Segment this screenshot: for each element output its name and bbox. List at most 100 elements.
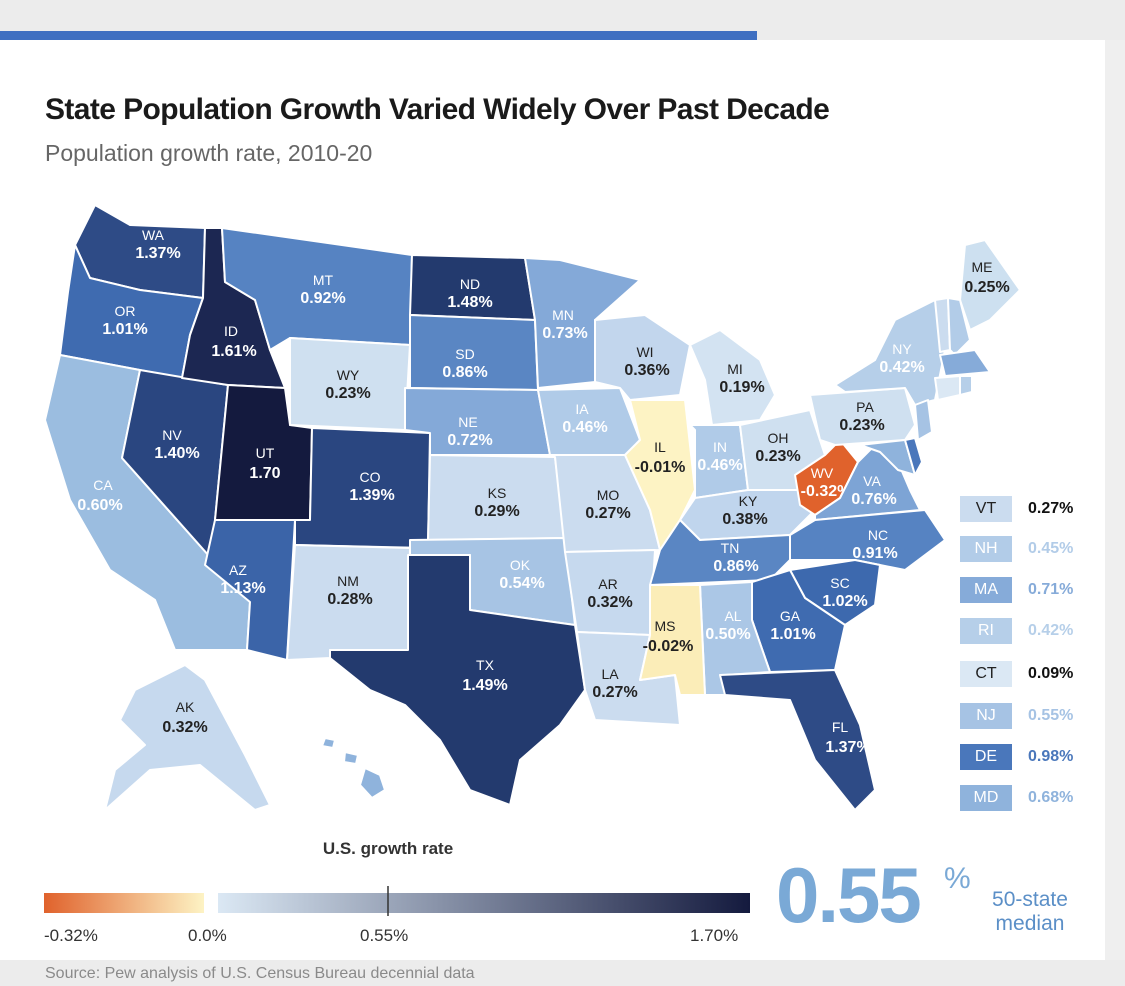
state-label-ga: GA <box>780 608 801 624</box>
state-value-tn: 0.86% <box>713 558 758 575</box>
chart-subtitle: Population growth rate, 2010-20 <box>45 140 373 166</box>
ne-legend-row-vt: VT 0.27% <box>960 496 1100 522</box>
state-ca: CA 0.60% <box>44 354 251 651</box>
state-label-nv: NV <box>162 427 182 443</box>
state-in: IN 0.46% <box>689 424 749 499</box>
legend-us-rate-label: 0.55% <box>360 926 409 945</box>
legend-zero-label: 0.0% <box>188 926 227 945</box>
state-label-ak: AK <box>176 699 195 715</box>
legend-us-growth-title: U.S. growth rate <box>322 839 454 858</box>
state-label-tx: TX <box>476 657 495 673</box>
state-value-la: 0.27% <box>592 684 637 701</box>
state-nh <box>947 297 971 356</box>
ne-legend-row-ri: RI 0.42% <box>960 618 1100 644</box>
state-label-wv: WV <box>811 465 834 481</box>
state-label-pa: PA <box>856 399 874 415</box>
state-label-sc: SC <box>830 575 849 591</box>
state-mo: MO 0.27% <box>549 454 661 553</box>
state-ky: KY 0.38% <box>679 489 816 541</box>
state-de <box>904 437 923 476</box>
state-value-wi: 0.36% <box>624 362 669 379</box>
state-label-mn: MN <box>552 307 574 323</box>
state-nj <box>914 399 933 441</box>
state-al: AL 0.50% <box>699 581 771 696</box>
state-ar: AR 0.32% <box>564 549 656 636</box>
state-tn: TN 0.86% <box>649 519 791 586</box>
state-value-or: 1.01% <box>102 321 147 338</box>
state-label-ny: NY <box>892 341 912 357</box>
state-wi: WI 0.36% <box>594 314 691 401</box>
state-nc: NC 0.91% <box>789 509 946 571</box>
state-value-va: 0.76% <box>851 491 896 508</box>
state-hi: HI 0.68% <box>317 737 386 799</box>
state-value-fl: 1.37% <box>825 739 870 756</box>
ne-value: 0.68% <box>1028 789 1074 806</box>
ne-value: 0.55% <box>1028 707 1074 724</box>
state-ny: NY 0.42% <box>834 299 946 406</box>
state-co: CO 1.39% <box>294 427 431 549</box>
ne-value: 0.09% <box>1028 665 1074 682</box>
state-mn: MN 0.73% <box>524 257 641 389</box>
state-value-hi: 0.68% <box>317 782 362 799</box>
state-value-oh: 0.23% <box>755 448 800 465</box>
ne-value: 0.98% <box>1028 748 1074 765</box>
legend-positive-bar <box>218 893 750 913</box>
state-mt: MT 0.92% <box>221 227 413 351</box>
state-value-tx: 1.49% <box>462 677 507 694</box>
state-wy: WY 0.23% <box>289 337 411 431</box>
ne-code-box: MA <box>960 577 1012 603</box>
state-label-ne: NE <box>458 414 477 430</box>
state-label-mt: MT <box>313 272 334 288</box>
legend-max-label: 1.70% <box>690 926 739 945</box>
bottom-band <box>0 960 1125 986</box>
state-label-il: IL <box>654 439 666 455</box>
state-il: IL -0.01% <box>624 399 696 551</box>
state-value-mt: 0.92% <box>300 290 345 307</box>
state-label-mi: MI <box>727 361 743 377</box>
state-label-hi: HI <box>330 762 344 778</box>
state-me: ME 0.25% <box>959 239 1021 331</box>
state-value-id: 1.61% <box>211 343 256 360</box>
state-value-ny: 0.42% <box>879 359 924 376</box>
state-value-nc: 0.91% <box>852 545 897 562</box>
state-value-ar: 0.32% <box>587 594 632 611</box>
state-label-id: ID <box>224 323 238 339</box>
state-nd: ND 1.48% <box>409 254 536 321</box>
state-value-wa: 1.37% <box>135 245 180 262</box>
state-value-ak: 0.32% <box>162 719 207 736</box>
state-value-nv: 1.40% <box>154 445 199 462</box>
state-value-nm: 0.28% <box>327 591 372 608</box>
source-note: Source: Pew analysis of U.S. Census Bure… <box>45 965 475 982</box>
state-value-mn: 0.73% <box>542 325 587 342</box>
state-sd: SD 0.86% <box>409 314 539 391</box>
state-az: AZ 1.13% <box>204 519 296 661</box>
state-value-nd: 1.48% <box>447 294 492 311</box>
state-fl: FL 1.37% <box>719 669 876 811</box>
state-label-wi: WI <box>636 344 653 360</box>
state-label-ut: UT <box>256 445 275 461</box>
state-value-ms: -0.02% <box>643 638 694 655</box>
state-label-co: CO <box>360 469 381 485</box>
state-mi: MI 0.19% <box>689 329 776 426</box>
state-label-sd: SD <box>455 346 474 362</box>
median-percent-sign: % <box>944 862 971 895</box>
top-accent-bar <box>0 31 757 40</box>
state-value-az: 1.13% <box>220 580 265 597</box>
state-value-mi: 0.19% <box>719 379 764 396</box>
state-value-il: -0.01% <box>635 459 686 476</box>
state-nm: NM 0.28% <box>286 544 411 661</box>
state-value-ne: 0.72% <box>447 432 492 449</box>
state-label-mo: MO <box>597 487 620 503</box>
state-value-ks: 0.29% <box>474 503 519 520</box>
state-value-al: 0.50% <box>705 626 750 643</box>
state-ri <box>959 375 973 396</box>
state-value-mo: 0.27% <box>585 505 630 522</box>
ne-value: 0.42% <box>1028 622 1074 639</box>
state-label-ky: KY <box>739 493 758 509</box>
state-label-ca: CA <box>93 477 113 493</box>
state-pa: PA 0.23% <box>809 387 916 446</box>
ne-legend-row-nh: NH 0.45% <box>960 536 1100 562</box>
state-label-az: AZ <box>229 562 247 578</box>
ne-code-box: MD <box>960 785 1012 811</box>
state-md <box>859 439 916 476</box>
